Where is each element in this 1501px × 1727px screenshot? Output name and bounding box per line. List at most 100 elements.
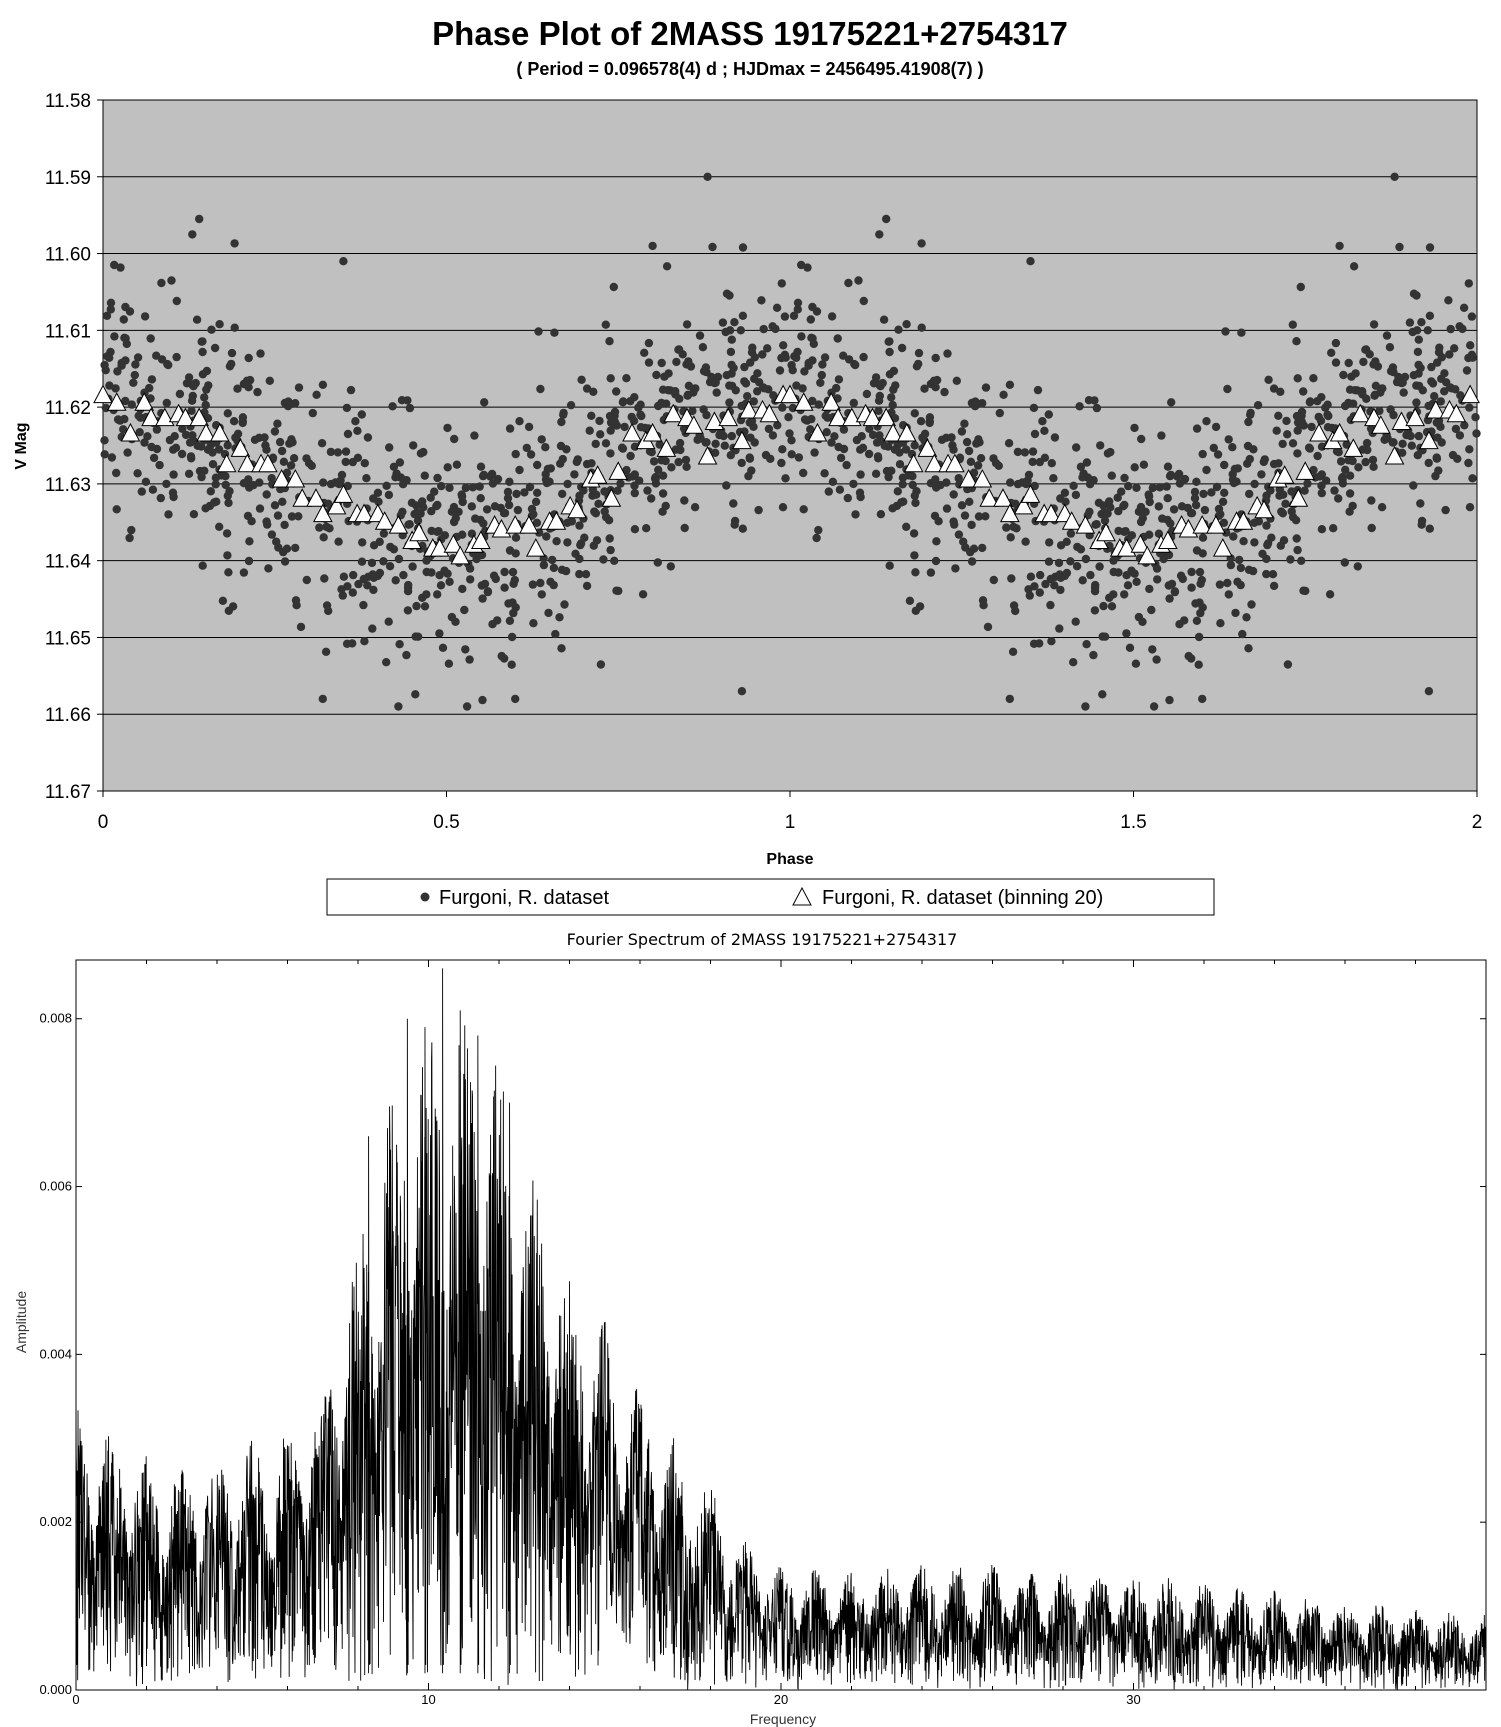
phase-data-point [622,465,631,475]
phase-data-point [1278,439,1287,449]
phase-data-point [718,318,728,327]
phase-data-point [324,606,333,616]
phase-data-point [614,586,623,596]
phase-data-point [1269,581,1279,591]
phase-data-point [483,587,493,596]
phase-data-point [856,470,865,479]
phase-data-point [661,501,670,511]
binned-triangle-point [1013,495,1034,515]
phase-data-point [201,504,210,513]
phase-data-point [489,571,499,580]
phase-data-point [591,439,600,449]
binned-triangle-point [1350,403,1371,423]
phase-data-point [954,530,964,539]
phase-data-point [419,447,428,457]
legend-circle-marker [420,892,430,902]
phase-data-point [722,289,732,298]
phase-data-point [531,497,541,506]
phase-x-tick-label: 1.5 [1120,812,1146,833]
phase-data-point [120,414,129,424]
phase-data-point [169,445,178,454]
phase-data-point [559,410,568,419]
phase-data-point [747,416,757,425]
phase-data-point [1062,568,1072,578]
phase-data-point [820,469,829,478]
phase-data-point [793,305,802,314]
phase-data-point [1194,660,1203,669]
phase-data-point [275,437,285,447]
phase-data-point [1238,629,1247,639]
phase-data-point [1145,530,1154,539]
phase-data-point [1332,447,1342,456]
phase-data-point [1211,422,1221,432]
phase-data-point [1191,599,1200,608]
phase-data-point [539,560,549,570]
phase-data-point [857,432,866,441]
phase-data-point [133,353,143,362]
phase-data-point [1099,601,1108,611]
phase-data-point [1367,496,1376,505]
phase-data-point [210,343,220,353]
phase-data-point [1323,423,1333,432]
phase-data-point [643,486,652,495]
phase-data-point [511,603,520,612]
phase-data-point [1446,324,1455,334]
phase-data-point [698,343,708,352]
phase-data-point [594,499,603,508]
phase-data-point [654,401,663,411]
phase-plot-area [102,99,1478,792]
phase-data-point [753,387,762,396]
phase-data-point [357,410,366,419]
phase-data-point [544,608,553,618]
binned-triangle-point [945,453,965,473]
phase-data-point [549,580,558,590]
phase-data-point [1345,489,1355,498]
phase-data-point [117,358,126,368]
binned-triangle-point [106,392,127,411]
phase-data-point [859,296,868,306]
phase-data-point [785,429,794,438]
phase-data-point [184,469,194,478]
phase-data-point [382,658,391,667]
binned-triangle-point [718,407,739,427]
phase-data-point [658,489,668,498]
phase-data-point [195,214,204,224]
phase-data-point [1050,433,1060,442]
binned-triangle-point [546,511,567,530]
phase-data-point [940,387,949,397]
phase-data-point [708,242,717,252]
phase-data-point [1086,570,1095,580]
phase-data-point [175,389,185,399]
phase-data-point [1341,401,1350,411]
phase-data-point [1013,479,1023,489]
phase-chart-title: Phase Plot of 2MASS 19175221+2754317 [432,15,1068,52]
phase-data-point [1286,555,1295,564]
phase-data-point [965,497,974,506]
phase-data-point [744,471,753,481]
phase-data-point [394,554,404,564]
phase-data-point [536,578,545,588]
phase-data-point [931,353,940,363]
phase-data-point [192,315,202,324]
phase-data-point [884,337,893,346]
phase-data-point [375,568,385,578]
phase-data-point [1243,459,1252,468]
phase-data-point [555,613,564,622]
phase-data-point [1155,483,1165,492]
phase-data-point [757,296,766,305]
phase-data-point [649,457,659,466]
phase-data-point [1153,575,1162,584]
phase-data-point [775,366,785,375]
binned-triangle-point [979,488,1000,507]
phase-data-point [1399,388,1408,397]
phase-data-point [1163,462,1173,471]
phase-data-point [727,335,736,344]
phase-data-point [422,590,431,599]
phase-data-point [830,432,839,441]
phase-data-point [490,502,500,511]
phase-data-point [500,567,509,577]
phase-data-point [1358,390,1367,399]
phase-data-point [1082,458,1092,467]
phase-data-point [642,524,651,533]
phase-x-tick-labels: 0 0.5 1 1.5 2 [98,812,1483,833]
